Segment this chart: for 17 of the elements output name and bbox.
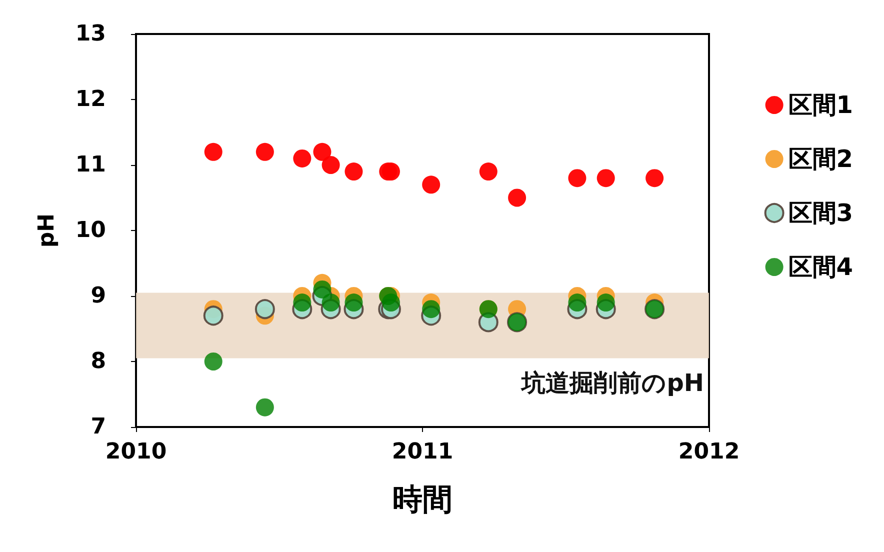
y-tick-label: 11 bbox=[75, 152, 106, 178]
legend-label: 区間3 bbox=[788, 199, 854, 227]
y-tick-label: 8 bbox=[90, 349, 106, 374]
y-axis-title: pH bbox=[34, 213, 60, 248]
y-tick-label: 13 bbox=[75, 22, 106, 46]
x-tick-label: 2010 bbox=[105, 440, 167, 464]
band-label: 坑道掘削前のpH bbox=[520, 369, 704, 398]
legend-label: 区間4 bbox=[788, 253, 854, 281]
y-tick-label: 9 bbox=[90, 284, 106, 308]
x-axis-title: 時間 bbox=[392, 482, 452, 518]
y-tick-label: 12 bbox=[75, 87, 106, 112]
x-tick-label: 2012 bbox=[678, 440, 740, 464]
x-tick-label: 2011 bbox=[392, 440, 454, 464]
y-tick-label: 10 bbox=[75, 218, 106, 243]
y-tick-label: 7 bbox=[90, 414, 106, 440]
legend-label: 区間1 bbox=[788, 91, 854, 119]
legend-label: 区間2 bbox=[788, 145, 854, 173]
